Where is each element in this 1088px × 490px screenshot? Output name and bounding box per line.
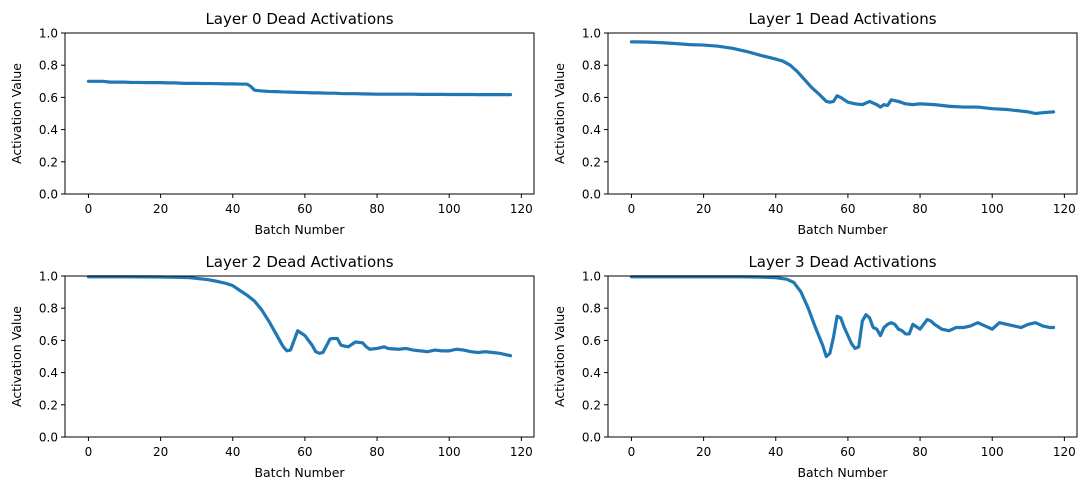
y-tick-label: 0.4 xyxy=(582,123,601,137)
axes-frame xyxy=(607,32,1078,195)
y-tick-label: 0.8 xyxy=(39,59,58,73)
x-axis-label: Batch Number xyxy=(254,222,345,237)
x-tick-label: 0 xyxy=(628,202,636,216)
x-tick-label: 40 xyxy=(768,445,783,459)
x-tick-label: 80 xyxy=(912,445,927,459)
x-tick-label: 120 xyxy=(1053,202,1076,216)
x-tick-label: 40 xyxy=(768,202,783,216)
x-tick-label: 40 xyxy=(225,445,240,459)
axes-frame xyxy=(64,275,535,438)
x-tick-label: 20 xyxy=(153,202,168,216)
subplot-layer-0: 0 20 40 60 80 100 120 0.0 0.2 0.4 0.6 0.8 1.0 Layer 0… xyxy=(9,10,535,237)
y-tick-label: 0.6 xyxy=(39,91,58,105)
x-tick-label: 100 xyxy=(981,445,1004,459)
x-tick-label: 0 xyxy=(85,202,93,216)
y-axis-label: Activation Value xyxy=(552,306,567,407)
x-tick-label: 80 xyxy=(912,202,927,216)
y-tick-label: 0.0 xyxy=(582,431,601,445)
x-tick-label: 120 xyxy=(510,202,533,216)
x-tick-label: 20 xyxy=(696,445,711,459)
y-tick-label: 0.0 xyxy=(582,188,601,202)
y-tick-label: 0.4 xyxy=(582,366,601,380)
y-tick-label: 1.0 xyxy=(582,270,601,284)
chart-title: Layer 2 Dead Activations xyxy=(205,253,393,271)
chart-title: Layer 3 Dead Activations xyxy=(748,253,936,271)
series-line xyxy=(86,275,513,358)
series-line xyxy=(629,40,1056,116)
y-tick-label: 0.0 xyxy=(39,431,58,445)
y-tick-label: 0.4 xyxy=(39,123,58,137)
subplot-layer-1: 0 20 40 60 80 100 120 0.0 0.2 0.4 0.6 0.8 1.0 Layer 1… xyxy=(552,10,1078,237)
y-tick-label: 0.8 xyxy=(582,302,601,316)
y-tick-label: 0.8 xyxy=(39,302,58,316)
x-tick-label: 60 xyxy=(840,445,855,459)
x-tick-label: 60 xyxy=(840,202,855,216)
x-tick-label: 120 xyxy=(1053,445,1076,459)
series-line xyxy=(86,79,513,97)
y-axis-label: Activation Value xyxy=(9,63,24,164)
x-tick-label: 100 xyxy=(981,202,1004,216)
y-tick-label: 0.0 xyxy=(39,188,58,202)
chart-title: Layer 0 Dead Activations xyxy=(205,10,393,28)
y-tick-label: 0.6 xyxy=(582,91,601,105)
x-tick-label: 20 xyxy=(153,445,168,459)
x-tick-label: 0 xyxy=(628,445,636,459)
x-tick-label: 0 xyxy=(85,445,93,459)
subplot-layer-3: 0 20 40 60 80 100 120 0.0 0.2 0.4 0.6 0.8 1.0 Layer 3… xyxy=(552,253,1078,480)
y-tick-label: 0.2 xyxy=(39,155,58,169)
x-tick-label: 40 xyxy=(225,202,240,216)
x-tick-label: 60 xyxy=(297,445,312,459)
x-tick-label: 100 xyxy=(438,445,461,459)
x-tick-label: 120 xyxy=(510,445,533,459)
y-tick-label: 0.2 xyxy=(582,398,601,412)
x-tick-label: 100 xyxy=(438,202,461,216)
x-tick-label: 80 xyxy=(369,202,384,216)
y-tick-label: 0.4 xyxy=(39,366,58,380)
y-tick-label: 1.0 xyxy=(39,27,58,41)
x-axis-label: Batch Number xyxy=(254,465,345,480)
y-tick-label: 0.8 xyxy=(582,59,601,73)
y-tick-label: 1.0 xyxy=(39,270,58,284)
y-tick-label: 0.6 xyxy=(39,334,58,348)
axes-frame xyxy=(64,32,535,195)
y-tick-label: 1.0 xyxy=(582,27,601,41)
x-tick-label: 60 xyxy=(297,202,312,216)
x-axis-label: Batch Number xyxy=(797,222,888,237)
x-tick-label: 80 xyxy=(369,445,384,459)
axes-frame xyxy=(607,275,1078,438)
series-line xyxy=(629,275,1056,359)
y-axis-label: Activation Value xyxy=(9,306,24,407)
y-tick-label: 0.2 xyxy=(39,398,58,412)
chart-title: Layer 1 Dead Activations xyxy=(748,10,936,28)
x-tick-label: 20 xyxy=(696,202,711,216)
y-axis-label: Activation Value xyxy=(552,63,567,164)
y-tick-label: 0.2 xyxy=(582,155,601,169)
x-axis-label: Batch Number xyxy=(797,465,888,480)
y-tick-label: 0.6 xyxy=(582,334,601,348)
subplot-layer-2: 0 20 40 60 80 100 120 0.0 0.2 0.4 0.6 0.8 1.0 Layer 2… xyxy=(9,253,535,480)
